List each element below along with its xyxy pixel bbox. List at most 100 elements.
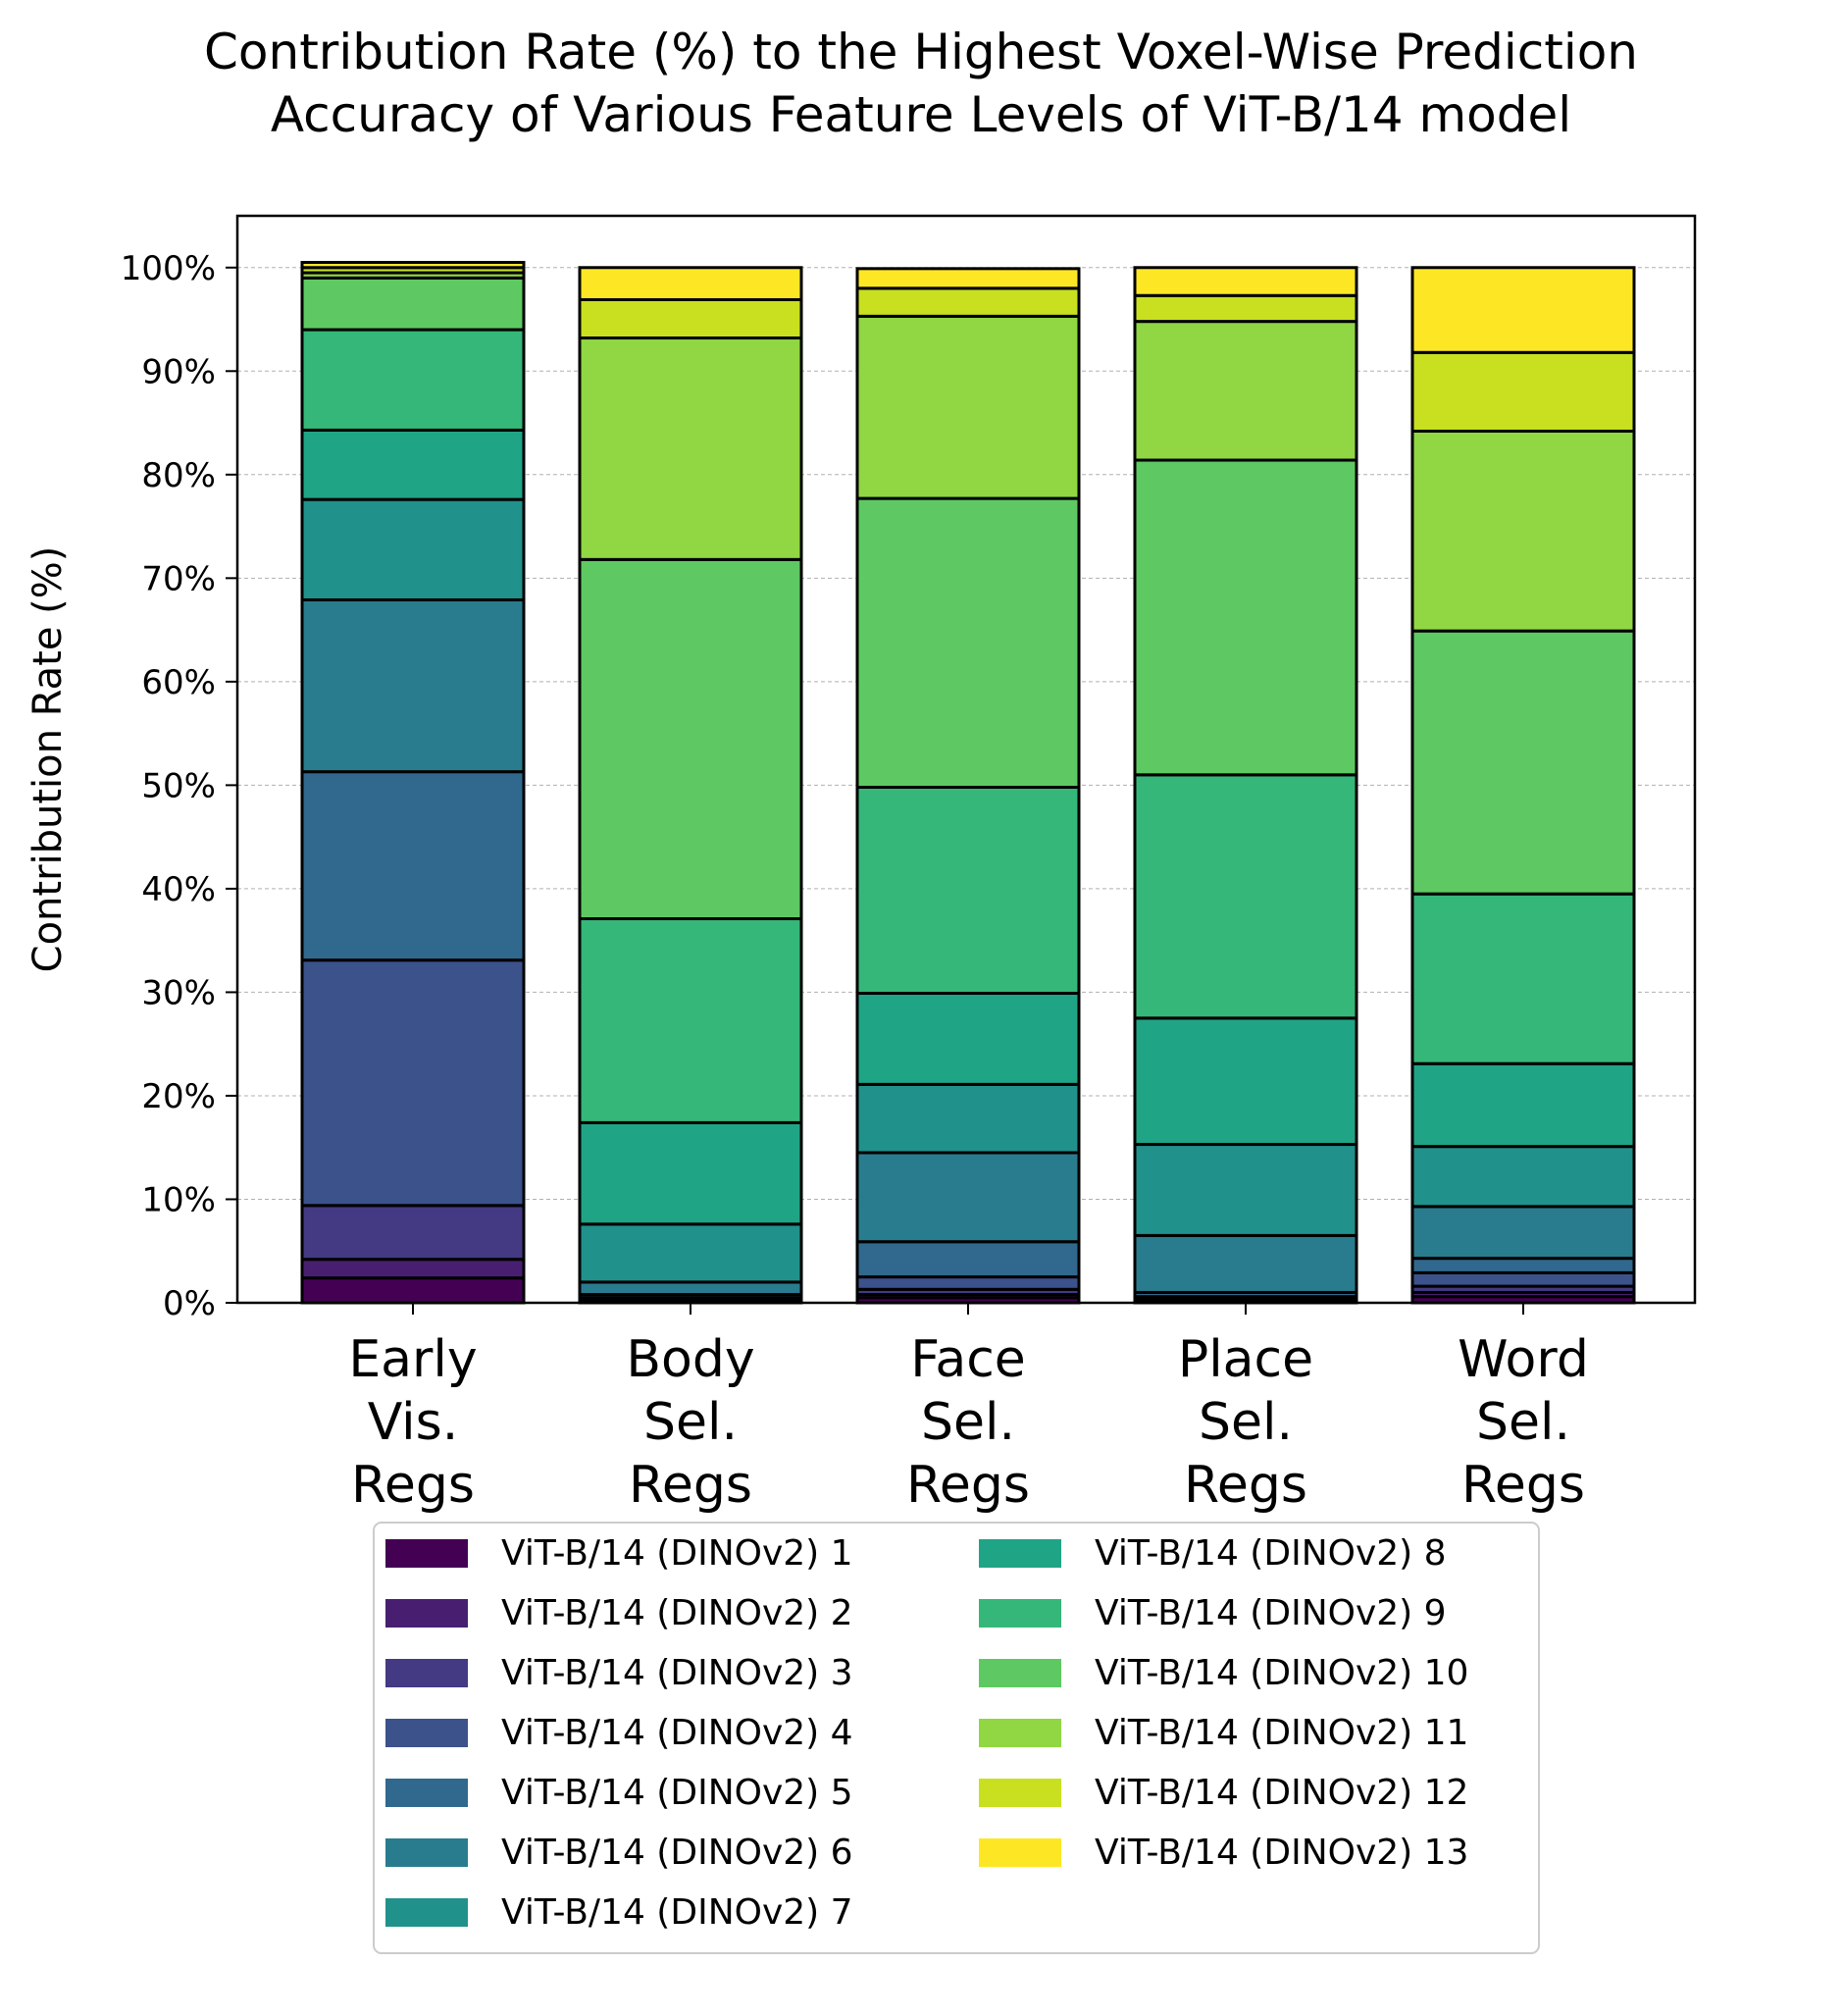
bar-segment-face-sel-regs-level-11 <box>855 314 1081 500</box>
legend-label: ViT-B/14 (DINOv2) 3 <box>501 1653 853 1693</box>
bar-segment-body-sel-regs-level-13 <box>578 266 803 301</box>
bar-segment-body-sel-regs-level-8 <box>578 1120 803 1226</box>
bar-segment-place-sel-regs-level-11 <box>1133 320 1358 462</box>
bar-segment-word-sel-regs-level-7 <box>1410 1145 1636 1209</box>
legend-label: ViT-B/14 (DINOv2) 13 <box>1095 1833 1468 1873</box>
plot-frame <box>235 214 1697 1305</box>
y-axis: 0% 10% 20% 30% 40% 50% 60% 70% 80% 90% 100% <box>121 249 237 1323</box>
x-tick-label-early-vis-regs: Early Vis. Regs <box>348 1330 477 1515</box>
x-axis: Early Vis. Regs Body Sel. Regs Face Sel. Regs Pla… <box>348 1303 1589 1515</box>
legend-item-level-12: ViT-B/14 (DINOv2) 12 <box>979 1773 1468 1813</box>
legend-label: ViT-B/14 (DINOv2) 6 <box>501 1833 853 1873</box>
bar-segment-word-sel-regs-level-6 <box>1410 1205 1636 1261</box>
bar-segment-early-vis-regs-level-13 <box>300 260 526 270</box>
bar-segment-face-sel-regs-level-13 <box>855 267 1081 290</box>
legend-swatch <box>979 1779 1061 1807</box>
legend-item-level-10: ViT-B/14 (DINOv2) 10 <box>979 1653 1468 1693</box>
y-tick-label: 80% <box>141 456 216 495</box>
bar-segment-body-sel-regs-level-6 <box>578 1280 803 1297</box>
legend-swatch <box>385 1659 468 1687</box>
bar-stack-body-sel-regs <box>578 266 803 1305</box>
legend-item-level-11: ViT-B/14 (DINOv2) 11 <box>979 1713 1468 1753</box>
y-tick-label: 60% <box>141 663 216 702</box>
legend-label: ViT-B/14 (DINOv2) 8 <box>1095 1533 1447 1574</box>
bar-segment-place-sel-regs-level-8 <box>1133 1016 1358 1147</box>
y-axis-label: Contribution Rate (%) <box>26 546 71 973</box>
y-tick-label: 20% <box>141 1077 216 1116</box>
legend-item-level-2: ViT-B/14 (DINOv2) 2 <box>385 1593 853 1633</box>
bar-segment-early-vis-regs-level-3 <box>300 1204 526 1262</box>
legend-swatch <box>979 1838 1061 1867</box>
bar-stack-face-sel-regs <box>855 267 1081 1305</box>
bar-segment-place-sel-regs-level-9 <box>1133 773 1358 1020</box>
bar-segment-early-vis-regs-level-4 <box>300 958 526 1208</box>
legend-swatch <box>385 1779 468 1807</box>
legend-swatch <box>385 1838 468 1867</box>
bar-segment-place-sel-regs-level-7 <box>1133 1143 1358 1237</box>
bar-segment-early-vis-regs-level-10 <box>300 276 526 332</box>
bar-segment-early-vis-regs-level-7 <box>300 497 526 601</box>
y-tick-label: 30% <box>141 973 216 1012</box>
bars <box>300 260 1636 1305</box>
bar-segment-early-vis-regs-level-6 <box>300 597 526 774</box>
bar-segment-early-vis-regs-level-5 <box>300 770 526 962</box>
bar-segment-early-vis-regs-level-1 <box>300 1276 526 1305</box>
bar-segment-face-sel-regs-level-9 <box>855 785 1081 995</box>
y-tick-label: 100% <box>121 249 216 288</box>
bar-segment-place-sel-regs-level-10 <box>1133 458 1358 777</box>
bar-segment-face-sel-regs-level-12 <box>855 286 1081 318</box>
legend-box <box>373 1522 1540 1954</box>
legend-label: ViT-B/14 (DINOv2) 1 <box>501 1533 853 1574</box>
bar-segment-word-sel-regs-level-13 <box>1410 266 1636 354</box>
bar-stack-word-sel-regs <box>1410 266 1636 1305</box>
legend-label: ViT-B/14 (DINOv2) 10 <box>1095 1653 1468 1693</box>
bar-segment-word-sel-regs-level-9 <box>1410 892 1636 1065</box>
x-tick-label-word-sel-regs: Word Sel. Regs <box>1458 1330 1589 1515</box>
y-tick-label: 70% <box>141 559 216 598</box>
legend: ViT-B/14 (DINOv2) 1 ViT-B/14 (DINOv2) 2 Vi… <box>373 1522 1540 1954</box>
legend-swatch <box>979 1539 1061 1568</box>
bar-segment-word-sel-regs-level-10 <box>1410 629 1636 896</box>
bar-segment-place-sel-regs-level-6 <box>1133 1233 1358 1294</box>
bar-segment-word-sel-regs-level-8 <box>1410 1061 1636 1149</box>
legend-item-level-4: ViT-B/14 (DINOv2) 4 <box>385 1713 853 1753</box>
y-tick-label: 10% <box>141 1180 216 1219</box>
legend-item-level-1: ViT-B/14 (DINOv2) 1 <box>385 1533 853 1574</box>
legend-swatch <box>385 1539 468 1568</box>
legend-swatch <box>979 1719 1061 1747</box>
bar-segment-word-sel-regs-level-5 <box>1410 1257 1636 1274</box>
x-tick-label-place-sel-regs: Place Sel. Regs <box>1178 1330 1313 1515</box>
legend-label: ViT-B/14 (DINOv2) 2 <box>501 1593 853 1633</box>
legend-swatch <box>385 1898 468 1927</box>
legend-item-level-7: ViT-B/14 (DINOv2) 7 <box>385 1892 853 1933</box>
y-tick-label: 90% <box>141 352 216 391</box>
bar-segment-early-vis-regs-level-2 <box>300 1258 526 1280</box>
bar-segment-face-sel-regs-level-4 <box>855 1275 1081 1291</box>
legend-label: ViT-B/14 (DINOv2) 4 <box>501 1713 853 1753</box>
legend-item-level-6: ViT-B/14 (DINOv2) 6 <box>385 1833 853 1873</box>
bar-segment-face-sel-regs-level-6 <box>855 1151 1081 1244</box>
legend-item-level-5: ViT-B/14 (DINOv2) 5 <box>385 1773 853 1813</box>
legend-item-level-8: ViT-B/14 (DINOv2) 8 <box>979 1533 1447 1574</box>
legend-swatch <box>385 1599 468 1628</box>
bar-segment-body-sel-regs-level-9 <box>578 917 803 1124</box>
bar-segment-body-sel-regs-level-12 <box>578 297 803 340</box>
legend-item-level-3: ViT-B/14 (DINOv2) 3 <box>385 1653 853 1693</box>
bar-segment-word-sel-regs-level-11 <box>1410 429 1636 633</box>
bar-segment-word-sel-regs-level-4 <box>1410 1270 1636 1288</box>
legend-item-level-9: ViT-B/14 (DINOv2) 9 <box>979 1593 1447 1633</box>
bar-segment-body-sel-regs-level-10 <box>578 557 803 921</box>
bar-segment-face-sel-regs-level-5 <box>855 1240 1081 1279</box>
bar-segment-place-sel-regs-level-12 <box>1133 293 1358 324</box>
bar-segment-body-sel-regs-level-7 <box>578 1222 803 1284</box>
legend-label: ViT-B/14 (DINOv2) 7 <box>501 1892 853 1933</box>
y-tick-label: 50% <box>141 766 216 805</box>
bar-segment-word-sel-regs-level-12 <box>1410 350 1636 433</box>
legend-label: ViT-B/14 (DINOv2) 5 <box>501 1773 853 1813</box>
legend-item-level-13: ViT-B/14 (DINOv2) 13 <box>979 1833 1468 1873</box>
bar-segment-face-sel-regs-level-7 <box>855 1082 1081 1155</box>
x-tick-label-face-sel-regs: Face Sel. Regs <box>906 1330 1030 1515</box>
legend-label: ViT-B/14 (DINOv2) 9 <box>1095 1593 1447 1633</box>
